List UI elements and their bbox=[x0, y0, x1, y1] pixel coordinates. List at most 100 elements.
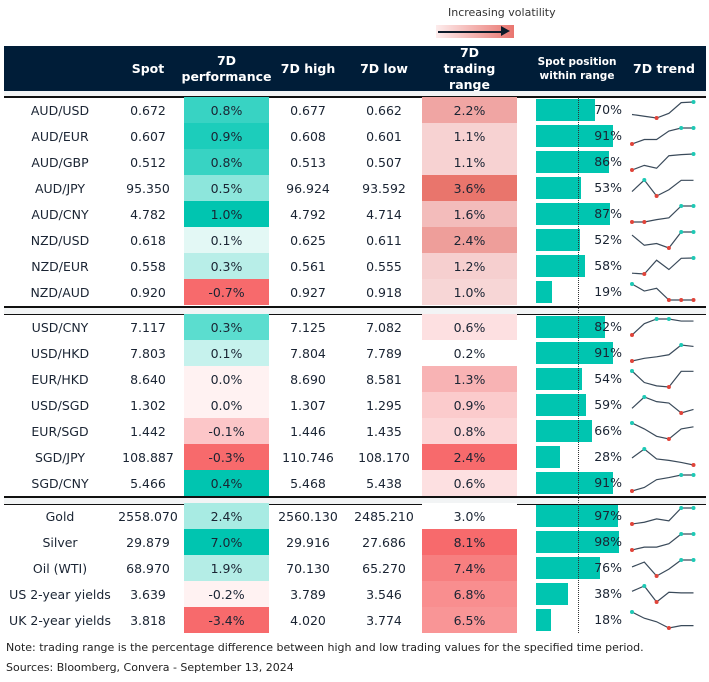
footnote: Note: trading range is the percentage di… bbox=[6, 641, 644, 654]
trend-sparkline bbox=[626, 529, 698, 555]
trend-high-marker bbox=[691, 152, 696, 156]
trend-line bbox=[631, 559, 694, 577]
table-row: USD/SGD 1.302 0.0% 1.307 1.295 0.9% 59% bbox=[4, 392, 706, 418]
trend-sparkline bbox=[626, 340, 698, 366]
trend-line bbox=[631, 370, 694, 388]
spot-position-bar bbox=[536, 505, 618, 527]
range-value: 2.4% bbox=[422, 227, 517, 253]
trend-line bbox=[631, 283, 694, 301]
low-value: 65.270 bbox=[362, 560, 406, 576]
high-value: 1.307 bbox=[290, 397, 326, 413]
spot-position-bar bbox=[536, 368, 582, 390]
low-value: 0.662 bbox=[366, 102, 402, 118]
spot-position-label: 91% bbox=[594, 128, 622, 143]
sparkline-svg bbox=[630, 317, 694, 337]
instrument-name: USD/CNY bbox=[31, 319, 89, 335]
trend-low-marker bbox=[642, 272, 647, 276]
table-row: NZD/AUD 0.920 -0.7% 0.927 0.918 1.0% 19% bbox=[4, 279, 706, 305]
low-value: 2485.210 bbox=[354, 508, 414, 524]
perf-value: 0.4% bbox=[184, 470, 269, 496]
table-row: NZD/USD 0.618 0.1% 0.625 0.611 2.4% 52% bbox=[4, 227, 706, 253]
trend-low-marker bbox=[630, 359, 634, 363]
high-value: 0.561 bbox=[290, 258, 326, 274]
spot-position-cell: 87% bbox=[536, 201, 622, 227]
spot-value: 2558.070 bbox=[118, 508, 178, 524]
instrument-name: Oil (WTI) bbox=[32, 560, 88, 576]
instrument-name: EUR/HKD bbox=[31, 371, 89, 387]
range-value: 3.6% bbox=[422, 175, 517, 201]
spot-position-cell: 58% bbox=[536, 253, 622, 279]
range-value: 7.4% bbox=[422, 555, 517, 581]
table-row: USD/CNY 7.117 0.3% 7.125 7.082 0.6% 82% bbox=[4, 314, 706, 340]
range-value: 1.1% bbox=[422, 149, 517, 175]
range-value: 1.1% bbox=[422, 123, 517, 149]
group-spacer bbox=[4, 497, 706, 505]
range-value: 1.0% bbox=[422, 279, 517, 305]
trend-low-marker bbox=[654, 600, 659, 604]
spot-position-cell: 82% bbox=[536, 314, 622, 340]
high-value: 4.792 bbox=[290, 206, 326, 222]
spot-value: 0.607 bbox=[130, 128, 166, 144]
spot-position-label: 66% bbox=[594, 423, 622, 438]
spot-position-bar bbox=[536, 203, 610, 225]
spot-position-label: 59% bbox=[594, 397, 622, 412]
spot-position-label: 91% bbox=[594, 345, 622, 360]
spot-position-cell: 91% bbox=[536, 470, 622, 496]
spot-position-cell: 97% bbox=[536, 503, 622, 529]
spot-position-bar bbox=[536, 255, 585, 277]
perf-value: -0.7% bbox=[184, 279, 269, 305]
trend-high-marker bbox=[691, 204, 696, 208]
trend-low-marker bbox=[654, 116, 659, 120]
table-row: USD/HKD 7.803 0.1% 7.804 7.789 0.2% 91% bbox=[4, 340, 706, 366]
spot-position-bar bbox=[536, 583, 569, 605]
instrument-name: SGD/CNY bbox=[31, 475, 89, 491]
spot-position-cell: 38% bbox=[536, 581, 622, 607]
group-spacer bbox=[4, 307, 706, 315]
sparkline-svg bbox=[631, 178, 694, 198]
high-value: 29.916 bbox=[286, 534, 330, 550]
perf-value: 1.0% bbox=[184, 201, 269, 227]
trend-line bbox=[632, 205, 694, 223]
trend-line bbox=[631, 611, 694, 629]
trend-sparkline bbox=[626, 314, 698, 340]
sparkline-svg bbox=[630, 126, 696, 146]
trend-low-marker bbox=[630, 548, 634, 552]
trend-high-marker bbox=[630, 282, 634, 286]
sparkline-svg bbox=[630, 152, 696, 172]
high-value: 2560.130 bbox=[278, 508, 338, 524]
high-value: 70.130 bbox=[286, 560, 330, 576]
spot-value: 8.640 bbox=[130, 371, 166, 387]
instrument-name: AUD/CNY bbox=[31, 206, 89, 222]
trend-high-marker bbox=[666, 317, 671, 321]
spot-position-bar bbox=[536, 125, 613, 147]
header-position: Spot position within range bbox=[537, 55, 617, 82]
perf-value: 0.1% bbox=[184, 340, 269, 366]
trend-sparkline bbox=[626, 470, 698, 496]
spot-position-cell: 53% bbox=[536, 175, 622, 201]
spot-position-cell: 91% bbox=[536, 123, 622, 149]
low-value: 1.295 bbox=[366, 397, 402, 413]
perf-value: 1.9% bbox=[184, 555, 269, 581]
spot-position-label: 18% bbox=[594, 612, 622, 627]
table-row: SGD/CNY 5.466 0.4% 5.468 5.438 0.6% 91% bbox=[4, 470, 706, 496]
spot-position-cell: 66% bbox=[536, 418, 622, 444]
low-value: 5.438 bbox=[366, 475, 402, 491]
sparkline-svg bbox=[630, 369, 694, 389]
spot-value: 1.442 bbox=[130, 423, 166, 439]
header-low: 7D low bbox=[360, 60, 408, 76]
high-value: 0.927 bbox=[290, 284, 326, 300]
sparkline-svg bbox=[630, 204, 696, 224]
spot-position-label: 19% bbox=[594, 284, 622, 299]
trend-line bbox=[631, 231, 694, 249]
range-value: 1.3% bbox=[422, 366, 517, 392]
spot-position-cell: 76% bbox=[536, 555, 622, 581]
instrument-name: AUD/USD bbox=[30, 102, 90, 118]
trend-low-marker bbox=[691, 463, 696, 467]
trend-sparkline bbox=[626, 279, 698, 305]
spot-position-bar bbox=[536, 609, 552, 631]
trend-line bbox=[631, 318, 694, 336]
range-value: 6.5% bbox=[422, 607, 517, 633]
sparkline-svg bbox=[630, 610, 694, 630]
high-value: 7.125 bbox=[290, 319, 326, 335]
trend-line bbox=[631, 448, 694, 466]
